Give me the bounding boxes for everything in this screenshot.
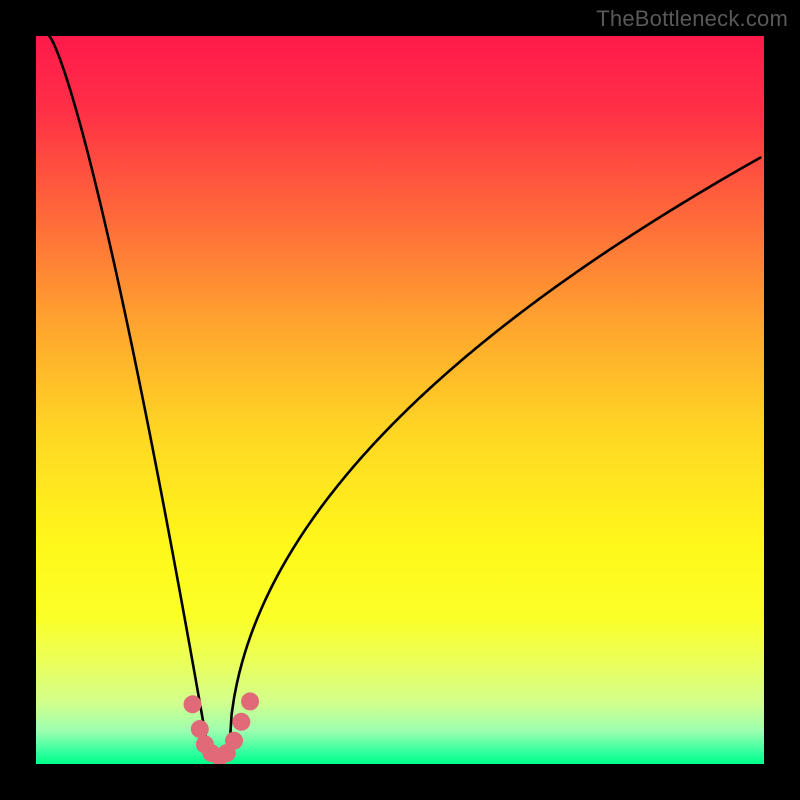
valley-marker: [191, 720, 209, 738]
valley-marker: [225, 732, 243, 750]
gradient-background: [36, 36, 764, 764]
chart-svg: [36, 36, 764, 764]
valley-marker: [184, 695, 202, 713]
watermark-text: TheBottleneck.com: [596, 6, 788, 32]
valley-marker: [241, 692, 259, 710]
valley-marker: [232, 713, 250, 731]
chart-plot-area: [36, 36, 764, 764]
